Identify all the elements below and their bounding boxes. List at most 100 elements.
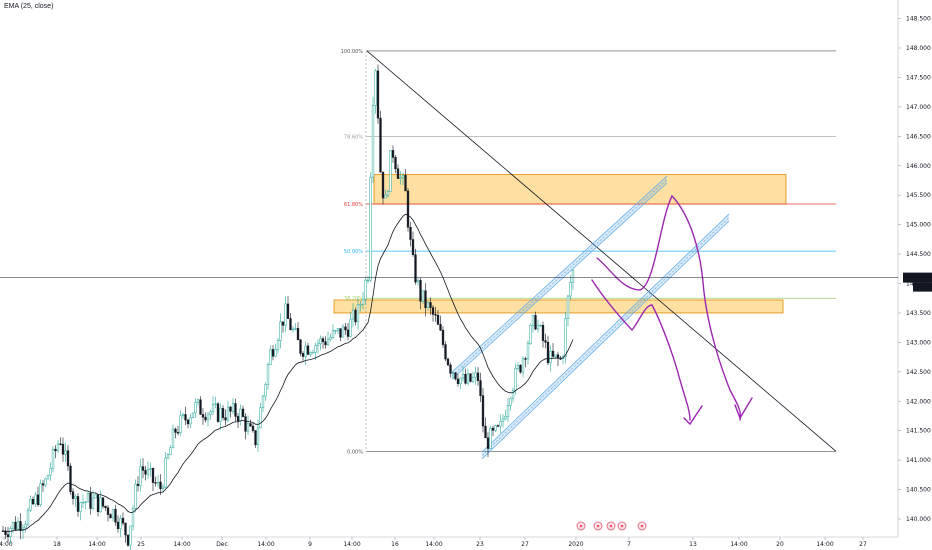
candle-body (14, 521, 17, 530)
candle-body (521, 358, 525, 373)
candle-body (329, 337, 332, 340)
candle-body (144, 470, 147, 475)
projection-path-a[interactable] (596, 194, 742, 421)
candle-body (179, 415, 182, 433)
candle-body (16, 521, 20, 530)
candle-body (376, 70, 380, 119)
candle-body (214, 403, 217, 405)
price-tick-label: 145.500 (906, 192, 931, 199)
candle-body (339, 328, 342, 338)
channel-lower-edge (481, 220, 730, 460)
candle-body (389, 150, 392, 192)
candle-body (486, 437, 490, 449)
candle-body (29, 499, 32, 511)
supply-zone[interactable] (373, 174, 787, 205)
candle-body (431, 307, 435, 315)
candle-body (249, 423, 252, 427)
candle-body (481, 395, 485, 427)
candle-body (291, 328, 295, 331)
candle-body (426, 302, 430, 308)
candle-body (134, 483, 137, 509)
candle-body (6, 534, 10, 538)
time-tick-label: 23 (476, 541, 484, 548)
candle-body (469, 373, 472, 382)
countdown-tag (913, 282, 932, 292)
fib-level-label: 38.20% (344, 296, 363, 302)
candle-body (511, 389, 515, 399)
event-icon-dot (640, 524, 644, 528)
candle-body (444, 344, 447, 360)
candle-body (276, 340, 280, 350)
candle-body (231, 403, 235, 412)
candle-body (414, 254, 417, 283)
candle-body (99, 497, 102, 512)
candle-body (471, 376, 475, 382)
candle-body (161, 486, 165, 490)
candle-body (239, 408, 242, 422)
trend-line[interactable] (366, 50, 837, 452)
candle-body (209, 411, 212, 415)
candle-body (101, 497, 105, 507)
candle-body (131, 508, 135, 527)
candle-body (496, 425, 500, 427)
candle-body (124, 522, 127, 536)
projection-path-b[interactable] (591, 279, 691, 421)
candle-body (501, 418, 505, 422)
price-tick-label: 140.000 (906, 516, 931, 523)
candle-body (44, 478, 47, 486)
candle-body (434, 314, 437, 316)
fib-level-label: 78.60% (344, 134, 363, 140)
candle-body (86, 492, 90, 503)
candle-body (71, 491, 75, 499)
channel-lower-edge (451, 182, 668, 380)
candle-body (176, 432, 180, 434)
candle-body (416, 280, 420, 283)
price-tick-label: 142.000 (906, 398, 931, 405)
candle-body (139, 466, 142, 486)
candle-body (156, 481, 160, 484)
candle-body (449, 364, 452, 374)
candle-body (439, 324, 442, 331)
candle-body (566, 295, 570, 319)
candle-body (364, 279, 367, 300)
candle-body (69, 465, 72, 492)
candle-body (41, 483, 45, 486)
candle-body (264, 384, 267, 397)
candle-body (111, 509, 115, 519)
candle-body (374, 70, 377, 106)
support-zone[interactable] (333, 299, 784, 314)
candle-body (361, 298, 365, 305)
candle-body (151, 468, 155, 483)
ema-line[interactable] (2, 213, 574, 533)
candle-body (11, 521, 15, 529)
candle-body (154, 482, 157, 484)
candle-body (296, 328, 300, 341)
candle-body (164, 457, 167, 488)
candle-body (429, 302, 432, 308)
candle-body (149, 468, 152, 470)
candle-body (169, 447, 172, 455)
candle-body (256, 427, 260, 446)
event-icon-dot (620, 524, 624, 528)
candle-body (216, 403, 220, 422)
candle-body (74, 496, 77, 499)
channel-median (481, 217, 730, 456)
price-tag[interactable] (903, 272, 932, 283)
candle-body (21, 527, 25, 531)
price-tick-label: 143.000 (906, 339, 931, 346)
candle-body (211, 404, 215, 413)
candle-body (251, 425, 255, 431)
time-tick-label: 16 (391, 541, 399, 548)
price-tick-label: 146.500 (906, 133, 931, 140)
candle-body (349, 318, 352, 337)
candle-body (234, 403, 237, 417)
channel-lower[interactable] (481, 213, 730, 460)
candle-body (9, 528, 12, 538)
price-tick-label: 141.500 (906, 428, 931, 435)
price-tick-label: 147.000 (906, 104, 931, 111)
candle-body (191, 412, 195, 418)
candle-body (474, 372, 477, 378)
time-tick-label: 14:00 (816, 541, 833, 548)
indicator-label[interactable]: EMA (25, close) (4, 3, 54, 10)
